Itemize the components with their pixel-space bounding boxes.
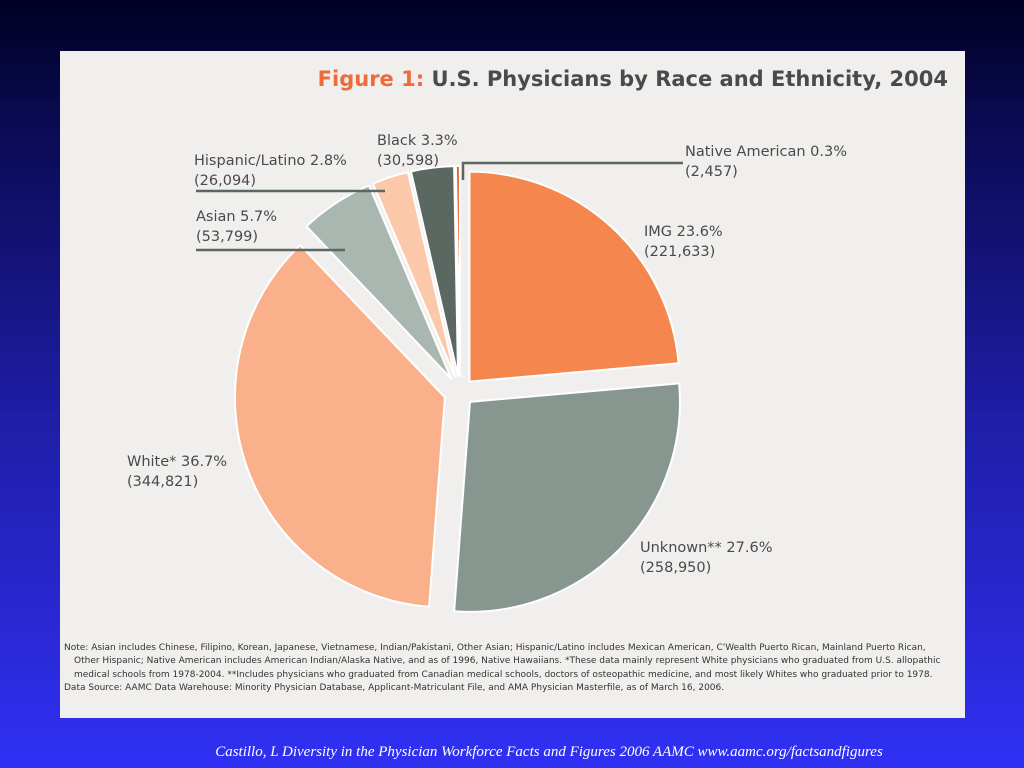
chart-title: Figure 1: U.S. Physicians by Race and Et…: [318, 67, 948, 91]
slice-label-asian: Asian 5.7%: [196, 209, 277, 225]
slice-label-unknown: Unknown** 27.6%: [640, 540, 772, 556]
figure-notes: Note: Asian includes Chinese, Filipino, …: [64, 642, 944, 696]
slice-count-white: (344,821): [127, 474, 198, 490]
leader-line-native-american: [461, 161, 683, 180]
slice-label-img: IMG 23.6%: [644, 224, 723, 240]
slice-label-hispanic-latino: Hispanic/Latino 2.8%: [194, 153, 347, 169]
pie-slice-black: [409, 165, 460, 378]
slice-label-black: Black 3.3%: [377, 133, 458, 149]
citation: Castillo, L Diversity in the Physician W…: [215, 744, 883, 760]
slice-count-black: (30,598): [377, 153, 439, 169]
slice-label-native-american: Native American 0.3%: [685, 144, 847, 160]
slice-label-white: White* 36.7%: [127, 454, 227, 470]
chart-title-text: U.S. Physicians by Race and Ethnicity, 2…: [431, 67, 948, 91]
slice-count-hispanic-latino: (26,094): [194, 173, 256, 189]
slice-count-unknown: (258,950): [640, 560, 711, 576]
pie-slice-hispanic-latino: [371, 171, 457, 378]
data-source-text: Data Source: AAMC Data Warehouse: Minori…: [64, 683, 725, 694]
pie-slice-white: [233, 244, 446, 608]
slice-count-native-american: (2,457): [685, 164, 738, 180]
figure-number: Figure 1:: [317, 67, 425, 91]
pie-slice-unknown: [453, 382, 681, 613]
pie-slice-asian: [305, 184, 453, 380]
slice-count-asian: (53,799): [196, 229, 258, 245]
note-text: Note: Asian includes Chinese, Filipino, …: [64, 643, 941, 680]
slice-count-img: (221,633): [644, 244, 715, 260]
pie-slice-img: [468, 170, 680, 383]
pie-slice-native-american: [454, 165, 461, 378]
